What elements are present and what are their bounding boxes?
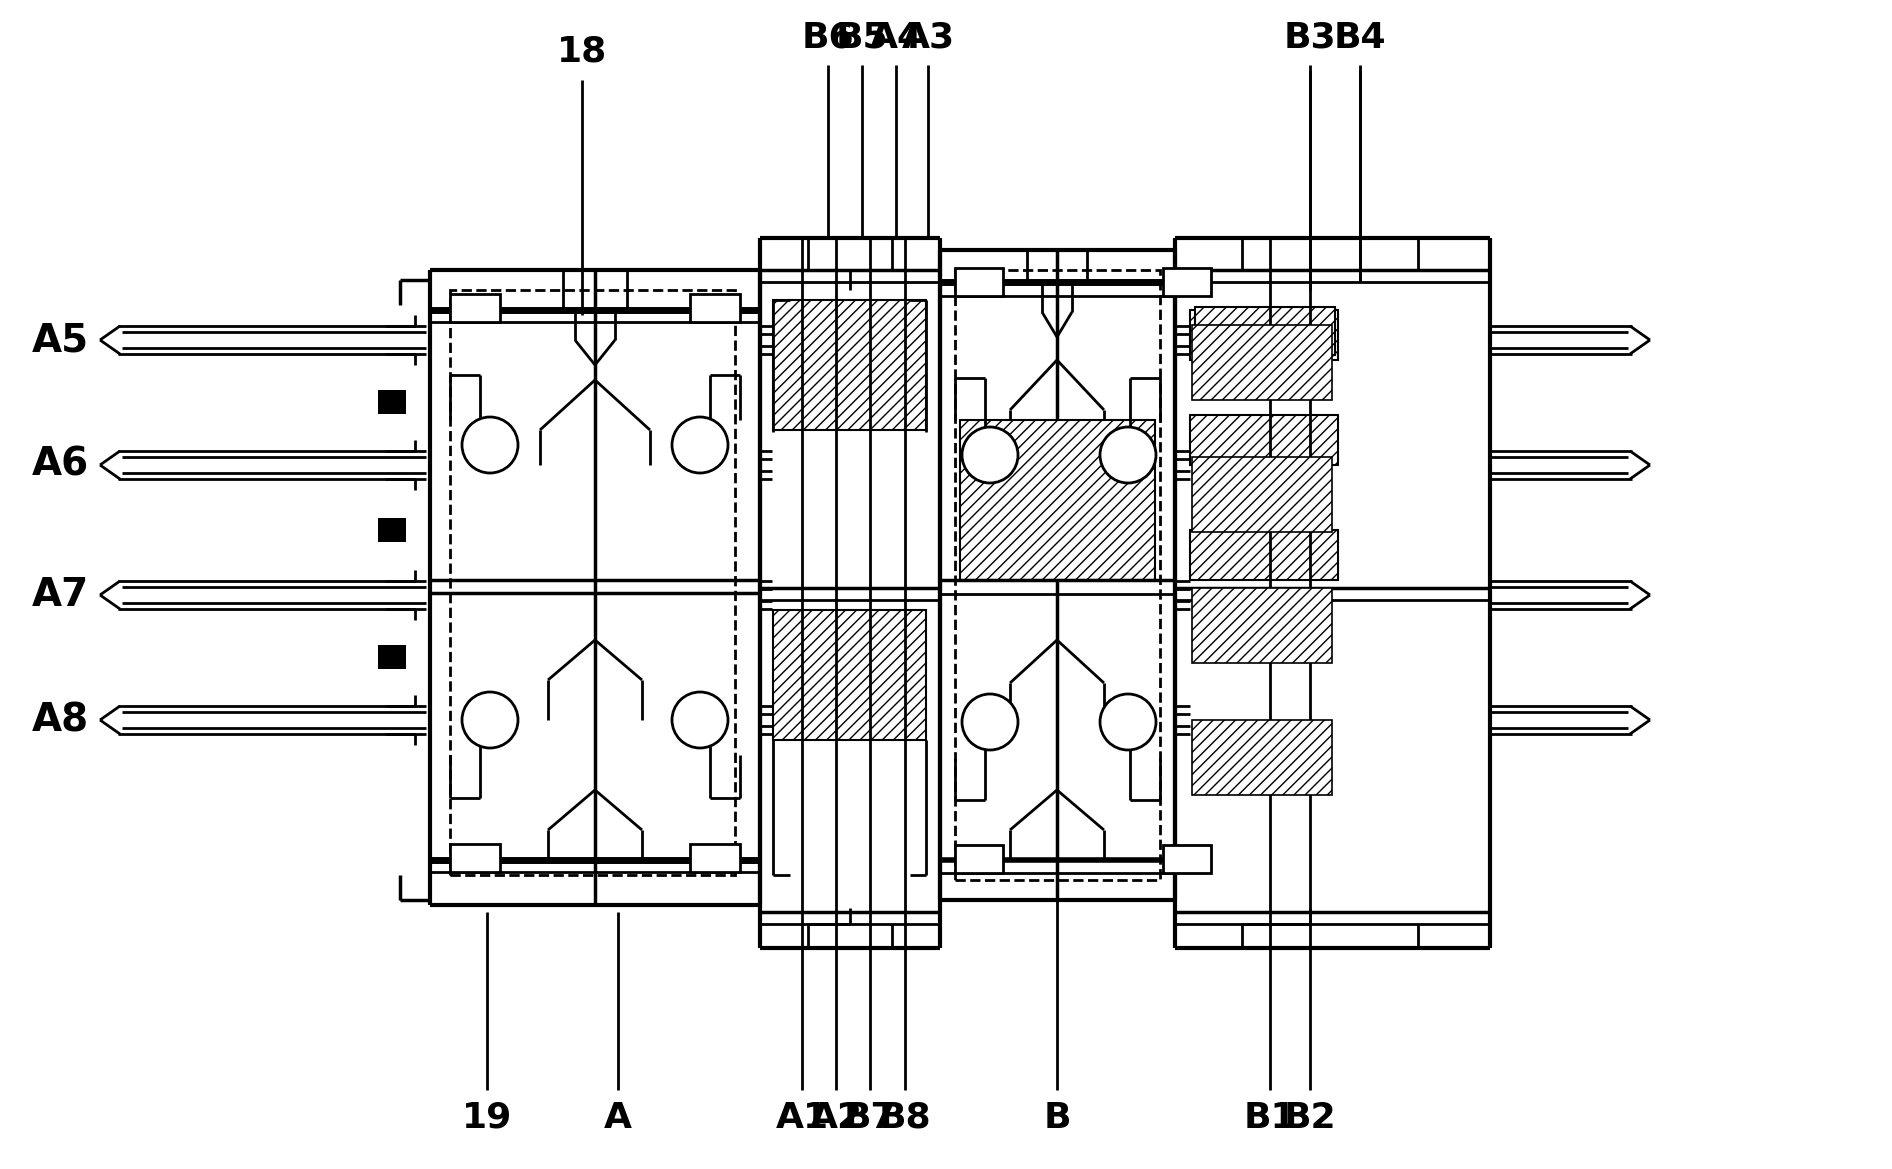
Bar: [955, 270, 1160, 880]
Text: B5: B5: [836, 21, 889, 55]
Text: A1: A1: [776, 1101, 829, 1135]
Text: B1: B1: [1243, 1101, 1296, 1135]
Bar: [1192, 325, 1332, 400]
Bar: [1190, 415, 1338, 465]
Circle shape: [672, 692, 728, 748]
Bar: [378, 645, 407, 669]
Text: 19: 19: [462, 1101, 513, 1135]
Bar: [959, 420, 1154, 580]
Bar: [1192, 720, 1332, 795]
Text: A: A: [604, 1101, 632, 1135]
Bar: [1164, 845, 1211, 873]
Bar: [955, 845, 1003, 873]
Bar: [450, 290, 734, 876]
Bar: [1164, 268, 1211, 296]
Text: B3: B3: [1283, 21, 1336, 55]
Text: B6: B6: [802, 21, 855, 55]
Circle shape: [961, 694, 1018, 750]
Bar: [1192, 588, 1332, 663]
Bar: [774, 610, 925, 740]
Bar: [1192, 457, 1332, 532]
Text: A4: A4: [870, 21, 923, 55]
Text: A2: A2: [810, 1101, 863, 1135]
Text: A3: A3: [901, 21, 955, 55]
Bar: [1190, 310, 1338, 360]
Text: B7: B7: [844, 1101, 897, 1135]
Text: A7: A7: [32, 576, 89, 614]
Bar: [378, 390, 407, 414]
Bar: [1190, 530, 1338, 580]
Bar: [1196, 307, 1336, 355]
Circle shape: [1099, 694, 1156, 750]
Circle shape: [462, 417, 518, 473]
Bar: [955, 268, 1003, 296]
Text: 18: 18: [556, 35, 607, 69]
Text: A8: A8: [32, 701, 89, 739]
Text: A5: A5: [32, 321, 89, 359]
Circle shape: [961, 427, 1018, 483]
Circle shape: [672, 417, 728, 473]
Circle shape: [1099, 427, 1156, 483]
Text: B: B: [1042, 1101, 1071, 1135]
Bar: [378, 518, 407, 542]
Bar: [691, 844, 740, 872]
Text: B8: B8: [878, 1101, 931, 1135]
Bar: [691, 293, 740, 321]
Circle shape: [462, 692, 518, 748]
Text: B2: B2: [1283, 1101, 1336, 1135]
Text: A6: A6: [32, 447, 89, 484]
Bar: [774, 300, 925, 430]
Bar: [450, 293, 499, 321]
Text: B4: B4: [1334, 21, 1387, 55]
Bar: [450, 844, 499, 872]
